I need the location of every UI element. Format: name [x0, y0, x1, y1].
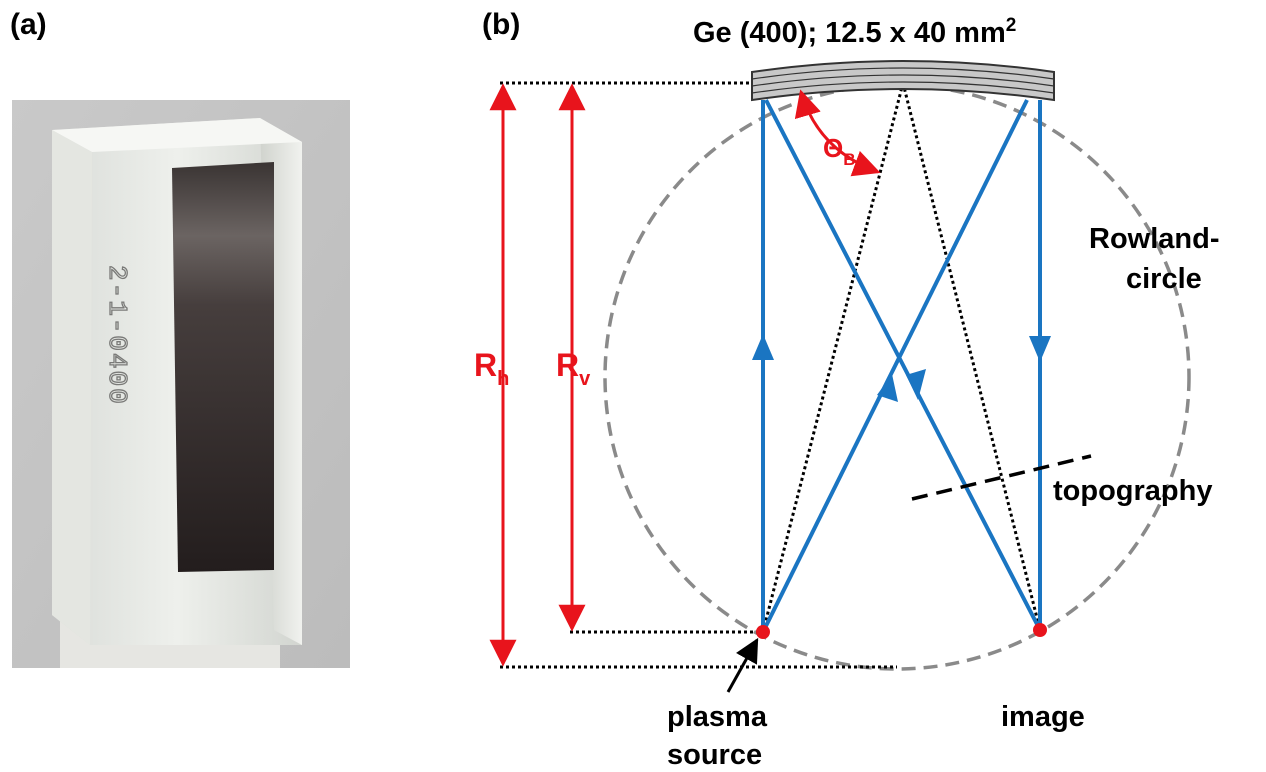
- bragg-angle-arc: [794, 89, 881, 177]
- rowland-circle: [603, 83, 1191, 671]
- image-label: image: [1001, 701, 1085, 733]
- reference-lines: [500, 81, 1042, 669]
- topography-line: [911, 454, 1092, 501]
- bragg-angle-label: ΘB: [823, 133, 856, 169]
- radius-v-label: Rv: [556, 347, 591, 390]
- crystal-label: Ge (400); 12.5 x 40 mm2: [693, 15, 1016, 49]
- plasma-source-label-line2: source: [667, 739, 762, 771]
- radius-h-label: Rh: [474, 347, 509, 390]
- crystal-photo: 2-1-0400: [12, 100, 350, 668]
- panel-b-label: (b): [482, 8, 521, 41]
- panel-a-label: (a): [10, 8, 47, 41]
- plasma-source-label-line1: plasma: [667, 701, 768, 733]
- image-point: [1033, 623, 1047, 637]
- beam-arrowheads: [752, 334, 1051, 402]
- x-ray-beams: [761, 99, 1042, 633]
- topography-label: topography: [1053, 475, 1213, 507]
- source-pointer-arrow: [726, 637, 759, 693]
- plasma-source-point: [756, 625, 770, 639]
- holder-engraving: 2-1-0400: [102, 265, 132, 406]
- bent-crystal: [751, 60, 1055, 102]
- rowland-circle-label-line1: Rowland-: [1089, 223, 1220, 255]
- rowland-circle-label-line2: circle: [1126, 263, 1202, 295]
